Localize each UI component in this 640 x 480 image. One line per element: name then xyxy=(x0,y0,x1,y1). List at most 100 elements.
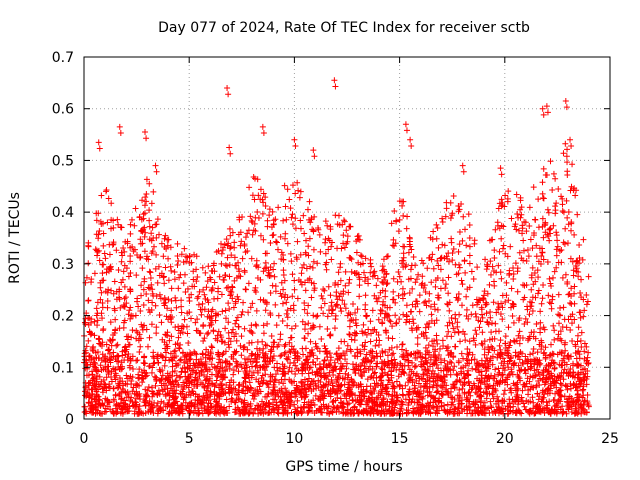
data-point xyxy=(116,123,123,130)
data-point xyxy=(515,362,522,369)
data-point xyxy=(326,369,333,376)
data-point xyxy=(392,299,399,306)
data-point xyxy=(248,405,255,412)
data-point xyxy=(120,324,127,331)
data-point xyxy=(433,382,440,389)
data-point xyxy=(454,372,461,379)
data-point xyxy=(147,269,154,276)
data-point xyxy=(466,388,473,395)
data-point xyxy=(462,362,469,369)
data-point xyxy=(487,314,494,321)
data-point xyxy=(211,388,218,395)
data-point xyxy=(225,240,232,247)
data-point xyxy=(585,349,592,356)
data-point xyxy=(340,350,347,357)
data-point xyxy=(555,259,562,266)
data-point xyxy=(241,409,248,416)
data-point xyxy=(403,127,410,134)
data-point xyxy=(350,381,357,388)
data-point xyxy=(222,357,229,364)
data-point xyxy=(545,233,552,240)
data-point xyxy=(212,382,219,389)
data-point xyxy=(345,400,352,407)
data-point xyxy=(531,270,538,277)
data-point xyxy=(120,268,127,275)
data-point xyxy=(275,312,282,319)
data-point xyxy=(198,311,205,318)
data-point xyxy=(328,310,335,317)
data-point xyxy=(128,381,135,388)
data-point xyxy=(519,387,526,394)
data-point xyxy=(392,312,399,319)
data-point xyxy=(408,262,415,269)
data-point xyxy=(162,299,169,306)
data-point xyxy=(424,372,431,379)
data-point xyxy=(187,409,194,416)
data-point xyxy=(547,375,554,382)
data-point xyxy=(241,343,248,350)
data-point xyxy=(234,314,241,321)
data-point xyxy=(567,136,574,143)
data-point xyxy=(265,384,272,391)
data-point xyxy=(279,300,286,307)
data-point xyxy=(178,297,185,304)
data-point xyxy=(169,387,176,394)
data-point xyxy=(97,341,104,348)
data-point xyxy=(262,358,269,365)
data-point xyxy=(455,329,462,336)
data-point xyxy=(305,320,312,327)
data-point xyxy=(203,346,210,353)
data-point xyxy=(219,246,226,253)
data-point xyxy=(418,257,425,264)
data-point xyxy=(478,372,485,379)
data-point xyxy=(192,319,199,326)
data-point xyxy=(520,247,527,254)
data-point xyxy=(109,336,116,343)
data-point xyxy=(248,322,255,329)
data-point xyxy=(227,338,234,345)
data-point xyxy=(141,210,148,217)
data-point xyxy=(409,285,416,292)
data-point xyxy=(136,366,143,373)
data-point xyxy=(202,269,209,276)
data-point xyxy=(104,363,111,370)
data-point xyxy=(518,204,525,211)
data-point xyxy=(204,403,211,410)
data-point xyxy=(327,226,334,233)
data-point xyxy=(453,371,460,378)
data-point xyxy=(535,258,542,265)
data-point xyxy=(569,399,576,406)
data-point xyxy=(288,379,295,386)
data-point xyxy=(237,361,244,368)
data-point xyxy=(519,225,526,232)
data-point xyxy=(487,308,494,315)
data-point xyxy=(146,180,153,187)
data-point xyxy=(448,239,455,246)
data-point xyxy=(92,349,99,356)
data-point xyxy=(504,360,511,367)
data-point xyxy=(502,299,509,306)
data-point xyxy=(561,393,568,400)
data-point xyxy=(546,275,553,282)
data-point xyxy=(434,306,441,313)
chart-title: Day 077 of 2024, Rate Of TEC Index for r… xyxy=(158,20,530,36)
data-point xyxy=(489,385,496,392)
data-point xyxy=(555,320,562,327)
data-point xyxy=(150,234,157,241)
data-point xyxy=(334,404,341,411)
data-point xyxy=(508,354,515,361)
data-point xyxy=(346,331,353,338)
data-point xyxy=(315,396,322,403)
data-point xyxy=(275,204,282,211)
data-point xyxy=(279,317,286,324)
data-point xyxy=(492,366,499,373)
data-point xyxy=(314,355,321,362)
data-point xyxy=(292,225,299,232)
data-point xyxy=(185,384,192,391)
data-point xyxy=(527,236,534,243)
grid-lines xyxy=(84,57,610,419)
data-point xyxy=(443,205,450,212)
data-point xyxy=(384,362,391,369)
data-point xyxy=(479,361,486,368)
data-point xyxy=(384,253,391,260)
